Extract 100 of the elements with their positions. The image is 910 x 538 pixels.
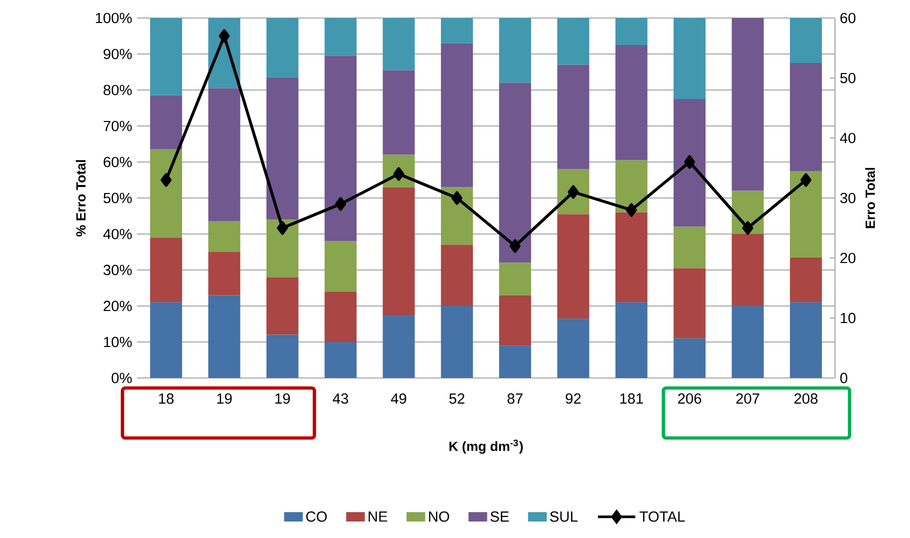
bar <box>382 314 415 378</box>
y-tick-label: 10% <box>104 336 132 348</box>
bar <box>674 226 706 268</box>
bar <box>150 238 182 302</box>
bar <box>208 295 240 378</box>
bar <box>208 252 240 296</box>
bar <box>499 18 532 83</box>
bar <box>324 18 357 56</box>
x-tick-label: 87 <box>508 393 523 404</box>
bar <box>324 292 357 342</box>
bar <box>150 149 182 238</box>
bar <box>615 302 648 378</box>
bar <box>440 244 473 306</box>
point <box>510 239 521 253</box>
bar <box>208 88 240 222</box>
point <box>742 221 754 235</box>
bar <box>674 98 706 227</box>
point <box>276 221 288 235</box>
x-tick-label: 207 <box>736 393 760 404</box>
x-tick-label: 206 <box>678 393 702 404</box>
bar <box>499 82 532 263</box>
point <box>626 203 637 217</box>
bar <box>150 302 182 378</box>
y-tick-label: 30% <box>104 264 132 276</box>
point <box>218 29 230 43</box>
bar <box>557 318 590 378</box>
legend-label: TOTAL <box>640 511 685 522</box>
bar <box>266 77 298 220</box>
bar <box>732 306 764 378</box>
bar <box>732 18 764 191</box>
bar <box>266 220 298 278</box>
y2-tick-label: 0 <box>840 372 848 384</box>
bar <box>674 268 706 338</box>
bar <box>324 342 357 378</box>
bar <box>150 95 182 150</box>
y-tick-label: 0% <box>112 372 132 384</box>
bar <box>324 56 357 242</box>
bar <box>150 18 182 96</box>
bar <box>615 212 648 302</box>
bar <box>324 241 357 292</box>
bar <box>208 221 240 252</box>
x-axis-title: K (mg dm$^{-3}$) <box>449 440 523 454</box>
x-tick-label: 19 <box>275 393 290 404</box>
x-tick-label: 49 <box>390 393 406 404</box>
y-tick-label: 50% <box>104 192 132 204</box>
y2-tick-label: 30 <box>840 192 856 204</box>
bar <box>440 18 473 44</box>
bar <box>382 70 415 155</box>
bar <box>790 18 822 63</box>
legend-label: SUL <box>550 511 578 522</box>
bar <box>674 338 706 378</box>
y2-axis-title: Erro Total <box>865 168 875 228</box>
x-tick-label: 52 <box>449 393 464 404</box>
bar <box>440 306 473 378</box>
point <box>451 191 462 205</box>
bar <box>266 277 298 335</box>
y-tick-label: 20% <box>104 300 132 312</box>
y2-tick-label: 50 <box>840 72 856 84</box>
y-tick-label: 60% <box>104 156 132 168</box>
y-tick-label: 80% <box>104 84 132 96</box>
x-tick-label: 18 <box>159 393 174 404</box>
bar <box>732 234 764 306</box>
bar <box>557 214 590 319</box>
bar <box>382 187 415 315</box>
bar <box>557 18 590 65</box>
bar <box>266 18 298 78</box>
bar <box>790 257 822 302</box>
bar <box>382 18 415 70</box>
point <box>335 197 346 211</box>
y2-tick-label: 60 <box>840 12 856 24</box>
x-tick-label: 181 <box>620 393 643 404</box>
bar <box>615 44 648 160</box>
legend-label: NE <box>368 511 388 522</box>
bar <box>790 170 822 258</box>
legend-label: SE <box>490 511 509 522</box>
y-tick-label: 100% <box>96 12 132 24</box>
x-tick-label: 208 <box>794 393 818 404</box>
bar <box>615 18 648 45</box>
y-tick-label: 70% <box>104 120 132 132</box>
bar <box>440 187 473 245</box>
bar <box>440 43 473 188</box>
y-axis-title: % Erro Total <box>76 160 86 236</box>
bar <box>790 62 822 171</box>
bar <box>266 334 298 378</box>
point <box>800 173 812 187</box>
y2-tick-label: 20 <box>840 252 856 264</box>
bar <box>499 262 532 296</box>
y-tick-label: 90% <box>104 48 132 60</box>
legend-label: NO <box>429 511 450 522</box>
bar <box>499 346 532 378</box>
y2-tick-label: 10 <box>840 312 856 324</box>
x-tick-label: 43 <box>332 393 348 404</box>
y2-tick-label: 40 <box>840 132 856 144</box>
bar <box>790 302 822 378</box>
bar <box>674 18 706 99</box>
point <box>160 173 172 187</box>
y-tick-label: 40% <box>103 228 132 240</box>
point <box>684 155 696 169</box>
bar <box>557 64 590 170</box>
bar <box>615 160 648 212</box>
